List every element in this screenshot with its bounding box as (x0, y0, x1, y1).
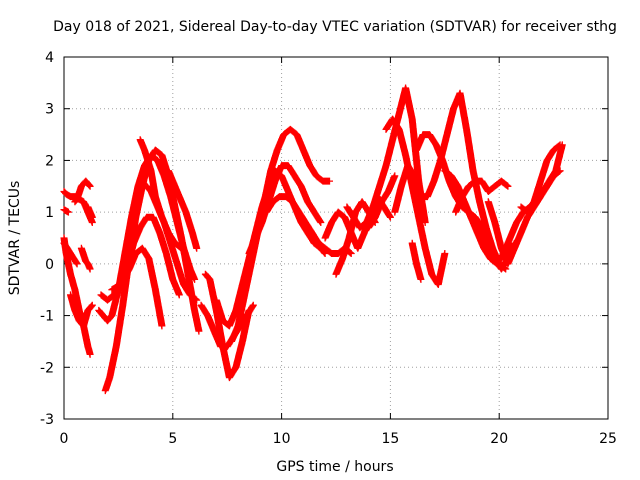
y-tick-label: -2 (40, 360, 54, 376)
data-points (382, 115, 449, 288)
data-points (67, 291, 96, 330)
y-tick-label: 0 (45, 257, 54, 273)
series-arc-3 (60, 206, 72, 216)
y-axis-label: SDTVAR / TECUs (7, 181, 23, 296)
series-arc-17 (201, 270, 253, 382)
series-arc-4 (60, 239, 81, 268)
series-arc-33 (408, 239, 425, 283)
data-points (71, 177, 94, 206)
data-points (201, 270, 253, 382)
data-points (164, 167, 201, 252)
y-tick-label: 4 (45, 50, 54, 66)
data-points (60, 206, 72, 216)
x-tick-label: 25 (599, 431, 617, 447)
x-tick-label: 5 (168, 431, 177, 447)
text-layer: Day 018 of 2021, Sidereal Day-to-day VTE… (7, 19, 617, 475)
x-tick-label: 15 (381, 431, 399, 447)
x-tick-label: 0 (60, 431, 69, 447)
series-arc-7 (84, 203, 96, 221)
series-arc-31 (517, 141, 564, 216)
data-points (262, 193, 355, 257)
series-arc-29 (452, 177, 512, 216)
plot-border (63, 56, 609, 420)
x-tick-label: 20 (490, 431, 508, 447)
y-tick-label: -3 (40, 412, 54, 428)
data-points (84, 203, 96, 221)
y-tick-label: 1 (45, 205, 54, 221)
series-arc-25 (382, 115, 449, 288)
data-points (452, 177, 512, 216)
data-points (517, 141, 564, 216)
data-points (60, 239, 81, 268)
data-points (245, 162, 325, 257)
marks-layer (60, 84, 566, 395)
data-points (60, 234, 94, 358)
x-tick-label: 10 (273, 431, 291, 447)
series-arc-15 (164, 167, 201, 252)
data-points (408, 239, 425, 283)
series-arc-6 (67, 291, 96, 330)
series-arc-21 (262, 193, 355, 257)
x-axis-label: GPS time / hours (276, 459, 393, 475)
data-points (365, 172, 399, 232)
data-points (108, 244, 166, 330)
y-tick-label: -1 (40, 309, 54, 325)
y-tick-label: 3 (45, 102, 54, 118)
chart-title: Day 018 of 2021, Sidereal Day-to-day VTE… (53, 19, 617, 35)
series-arc-12 (108, 244, 166, 330)
series-arc-1 (60, 234, 94, 358)
series-arc-8 (77, 244, 94, 273)
data-points (77, 244, 94, 273)
series-arc-32 (365, 172, 399, 232)
y-tick-label: 2 (45, 153, 54, 169)
series-arc-5 (71, 177, 94, 206)
grid-layer (64, 57, 608, 419)
series-arc-14 (143, 182, 201, 304)
series-arc-20 (245, 162, 325, 257)
data-points (143, 182, 201, 304)
